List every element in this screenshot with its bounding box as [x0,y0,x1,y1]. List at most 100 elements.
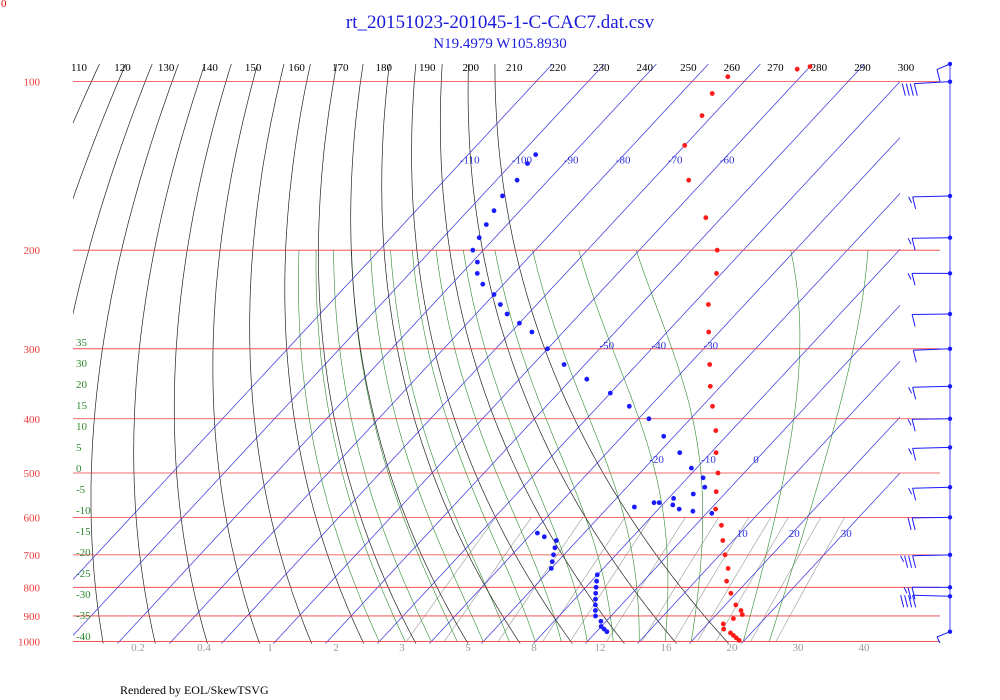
isotherm-label: 10 [737,528,749,540]
isotherm-line [533,248,900,644]
theta-label: 240 [637,62,654,74]
mixing-ratio-label: 2 [333,642,339,654]
isotherm-line [689,416,900,644]
dewpoint-point [671,496,676,501]
moist-adiabat-label: -30 [76,589,91,601]
temperature-point [736,638,742,643]
theta-label: 130 [158,62,175,74]
wind-barb [908,193,953,210]
temperature-point [794,66,800,72]
wind-barb-feather [912,555,917,568]
moist-adiabat-line [635,250,704,642]
dewpoint-point [561,362,567,367]
wind-barb [907,235,953,251]
wind-barbs [900,61,953,644]
mixing-ratio-label: 30 [793,642,805,654]
mixing-ratio-label: 5 [465,642,471,654]
wind-barb [900,552,953,568]
theta-label: 140 [201,62,218,74]
theta-label: 250 [680,62,697,74]
temperature-point [703,215,709,221]
dewpoint-point [535,530,540,536]
dry-adiabat-line [212,64,260,644]
temperature-point [731,616,736,621]
wind-barb [912,346,953,363]
isotherm-label: -40 [652,340,667,352]
theta-label: 160 [288,62,305,74]
wind-barb-staff [936,631,951,638]
wind-barb-feather [912,448,917,461]
dewpoint-point [551,552,556,558]
temperature-point [721,626,727,632]
isotherm-label: 30 [841,528,853,540]
wind-barb [936,629,953,644]
pressure-tick-label: 100 [24,77,41,89]
wind-barb-feather [903,587,908,594]
dewpoint-point [646,416,652,422]
isotherm-line [169,64,709,644]
temperature-point [738,608,744,613]
wind-barb-feather [907,237,912,245]
wind-barb-feather [904,555,909,568]
wind-barb-feather [936,636,941,644]
wind-barb-staff [913,348,951,351]
mixing-ratio-label: 3 [399,642,405,654]
temperature-point [686,177,692,183]
isobars [73,81,940,642]
wind-barb-staff [912,516,951,519]
isotherm-label: -110 [460,155,480,167]
dry-adiabat-line [249,64,313,644]
moist-adiabat-label: 15 [76,400,88,412]
moist-adiabat-line [435,250,562,642]
dewpoint-point [594,572,600,578]
moist-adiabat-line [390,250,510,642]
isotherm-line [273,64,813,644]
dry-adiabat-line [90,64,179,644]
isotherm-label: 20 [789,528,801,540]
temperature-point [713,489,719,495]
temperature-point [720,621,726,627]
wind-barb-feather [901,83,906,96]
theta-label: 270 [767,62,784,74]
temperature-point [724,578,729,584]
dewpoint-point [607,390,613,396]
theta-label: 220 [550,62,567,74]
wind-barb [900,594,953,608]
dewpoint-point [594,578,599,584]
dry-adiabat-line [494,64,729,644]
wind-barb-feather [908,448,913,455]
wind-barb-feather [908,555,913,568]
isotherm-line [73,64,605,636]
dewpoint-point [690,491,696,497]
dewpoint-point [656,500,662,506]
dewpoint-point [491,292,497,297]
dewpoint-point [541,534,547,540]
dewpoint-point [700,475,706,481]
dewpoint-point [598,618,604,624]
mixing-ratio-label: 8 [531,642,537,654]
wind-barb [936,61,953,82]
moist-adiabat-label: -20 [76,547,91,559]
temperature-point [714,247,720,253]
dry-adiabat-line [73,64,127,200]
wind-barb [903,585,953,600]
mixing-ratio-label: 20 [727,642,739,654]
temperature-point [849,48,854,53]
dewpoint-point [593,590,599,596]
temperature-point [725,566,731,571]
isotherm-line [221,64,761,644]
dewpoint-point [632,504,637,510]
temperature-point [901,31,906,36]
mixing-ratio-label: 0.4 [197,642,211,654]
wind-barb-dot [947,384,953,389]
temperature-point [713,450,719,456]
dry-adiabat-line [73,64,153,316]
temperature-point [725,74,731,80]
isotherm-line [481,192,900,644]
isotherm-label: -10 [701,454,716,466]
temperature-point [709,91,715,96]
dewpoint-point [476,235,482,241]
moist-adiabat-label: -35 [76,610,91,622]
moist-adiabat-label: 0 [76,463,82,475]
